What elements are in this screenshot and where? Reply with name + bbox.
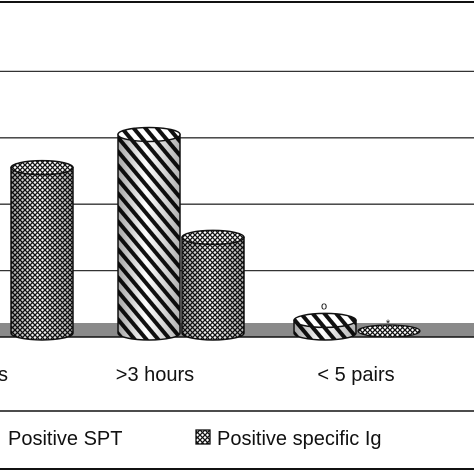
bar-positive-spt (293, 312, 357, 341)
legend-label: Positive SPT (8, 428, 122, 450)
bars (10, 126, 421, 341)
legend-swatch (195, 429, 211, 445)
category-label: >3 hours (116, 364, 194, 386)
annotation-mark: * (386, 318, 391, 330)
annotation-mark: o (321, 300, 327, 312)
bar-positive-specific-ig (357, 324, 421, 338)
annotations: o* (321, 300, 391, 330)
category-labels: s >3 hours < 5 pairs (0, 364, 395, 386)
bar-positive-specific-ig (181, 229, 245, 341)
bar-positive-spt (117, 126, 181, 341)
legend: Positive SPT Positive specific Ig (8, 428, 382, 450)
bar-positive-specific-ig (10, 159, 74, 341)
gridlines (0, 70, 474, 272)
category-label: s (0, 364, 8, 386)
legend-label: Positive specific Ig (217, 428, 382, 450)
category-label: < 5 pairs (317, 364, 394, 386)
